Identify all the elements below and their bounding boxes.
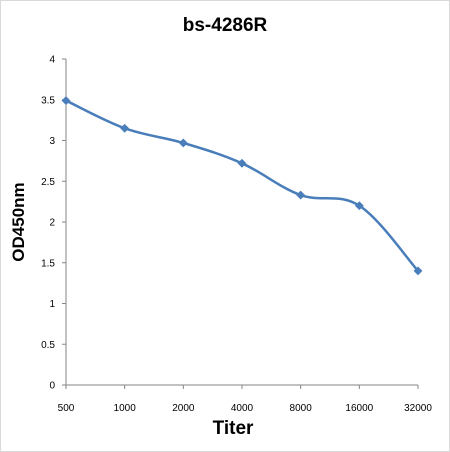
y-axis: 0 0.5 1 1.5 2 2.5 3 3.5 4 — [41, 55, 67, 392]
chart-title: bs-4286R — [183, 15, 268, 36]
y-tick-label: 1 — [49, 299, 55, 310]
data-point-16000 — [354, 201, 364, 211]
data-point-1000 — [120, 123, 130, 133]
data-point-32000 — [413, 266, 423, 276]
x-tick-label: 1000 — [114, 403, 137, 414]
y-tick-label: 3.5 — [41, 95, 55, 106]
data-point-500 — [61, 96, 71, 106]
series-line — [65, 99, 419, 272]
x-tick-label: 2000 — [172, 403, 195, 414]
x-tick-label: 8000 — [290, 403, 313, 414]
data-point-2000 — [178, 138, 188, 148]
y-tick-label: 0.5 — [41, 340, 55, 351]
x-tick-label: 32000 — [404, 403, 432, 414]
y-tick-label: 3 — [49, 136, 55, 147]
series-layer — [61, 96, 423, 276]
x-tick-label: 500 — [58, 403, 75, 414]
x-tick-label: 16000 — [345, 403, 373, 414]
y-axis-label: OD450nm — [9, 182, 28, 261]
y-tick-label: 2.5 — [41, 177, 55, 188]
y-tick-label: 2 — [49, 218, 55, 229]
data-point-4000 — [237, 158, 247, 168]
y-tick-label: 0 — [49, 381, 55, 392]
x-axis-label: Titer — [213, 418, 254, 439]
y-tick-label: 4 — [49, 55, 55, 66]
x-tick-label: 4000 — [231, 403, 254, 414]
y-tick-label: 1.5 — [41, 258, 55, 269]
x-axis: 500 1000 2000 4000 8000 16000 32000 — [58, 384, 432, 414]
data-point-8000 — [296, 190, 306, 200]
